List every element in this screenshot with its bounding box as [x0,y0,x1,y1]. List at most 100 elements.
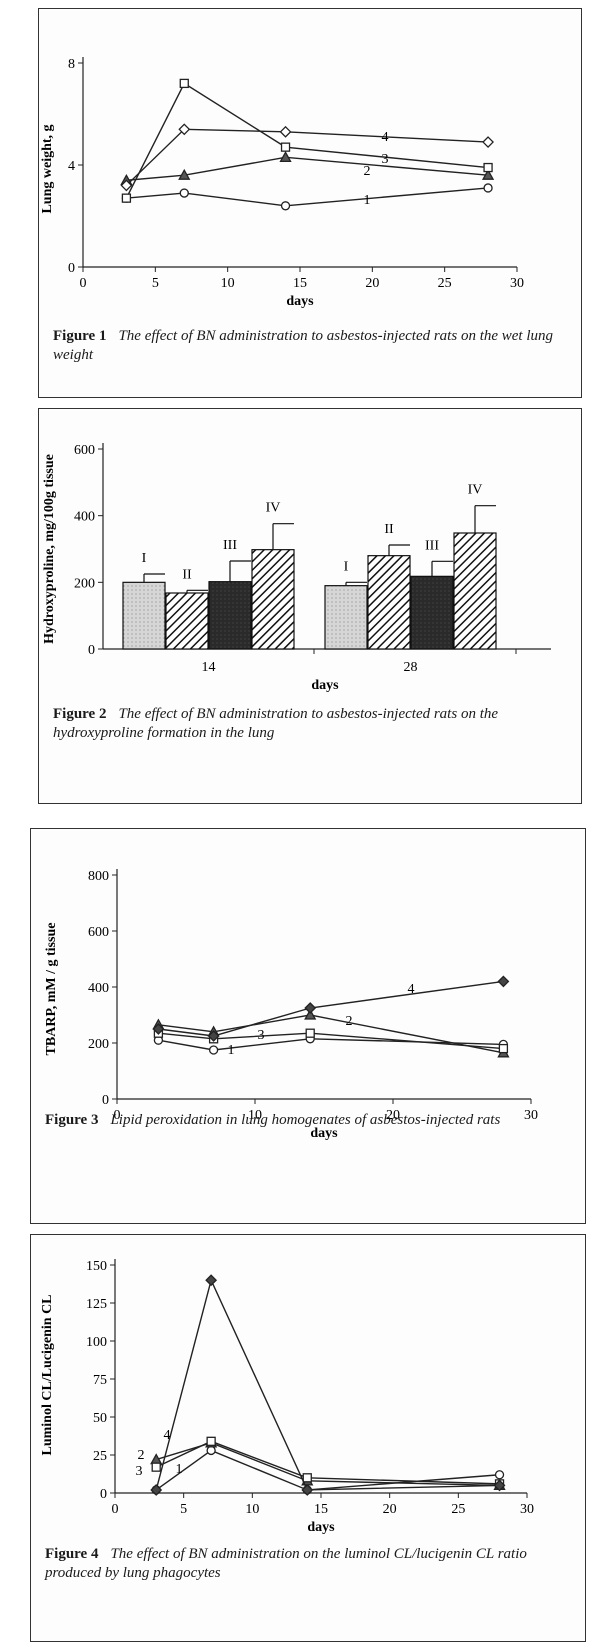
fig3-x-tick-label: 20 [386,1108,400,1123]
fig1-data-point [178,168,191,180]
fig1-series-label: 1 [364,193,371,208]
fig2-bar-label: IV [266,501,281,516]
fig2-bar-label: II [384,522,394,537]
fig1-x-axis-label: days [286,294,314,309]
fig4-series-label: 1 [176,1462,183,1477]
fig3-data-point [208,1045,219,1055]
fig2-y-tick-label: 400 [74,510,95,525]
fig3-data-point [497,975,510,988]
figure-3-panel: 0 10 20 30 0 200 400 600 800 days TBARP, mM / g ti… [30,828,586,1224]
fig4-series-line [155,1442,500,1487]
fig4-data-point [206,1436,216,1446]
fig2-bar [410,575,454,650]
figure-1-chart: 0 5 10 15 20 25 30 0 4 8 days Lung weight, g 1 23 4 [40,57,524,309]
fig4-series-label: 3 [136,1464,143,1479]
fig4-series-label: 2 [138,1448,145,1463]
fig2-bar [453,532,497,650]
fig4-y-tick-label: 150 [86,1259,107,1274]
fig3-series-line [158,1032,504,1050]
fig4-series-4 [150,1274,506,1496]
fig2-y-tick-label: 200 [74,576,95,591]
fig1-series-line [126,187,489,207]
fig1-data-point [483,162,493,173]
fig4-data-point [302,1473,312,1483]
fig4-series-line [155,1278,500,1491]
fig3-series-label: 4 [408,982,415,997]
fig3-series-4 [152,975,510,1042]
fig4-y-tick-label: 50 [93,1411,107,1426]
fig2-bar-label: II [182,567,192,582]
fig3-y-tick-label: 0 [102,1093,109,1108]
fig4-x-tick-label: 5 [180,1502,187,1517]
fig2-bar-label: III [223,538,237,553]
figure-3-chart: 0 10 20 30 0 200 400 600 800 days TBARP, mM / g ti… [44,869,538,1141]
figure-3-caption-label: Figure 3 [45,1112,99,1128]
fig4-x-tick-label: 30 [520,1502,534,1517]
figure-3-caption-text: Lipid peroxidation in lung homogenates o… [110,1112,501,1128]
fig2-x-axis-label: days [311,678,339,693]
fig1-data-point [120,179,133,192]
fig2-category-label: 28 [404,660,418,675]
fig3-y-tick-label: 600 [88,925,109,940]
figure-1-caption: Figure 1 The effect of BN administration … [53,327,571,365]
fig1-y-tick-label: 8 [68,57,75,72]
fig1-data-point [121,193,132,203]
fig2-y-axis-label: Hydroxyproline, mg/100g tissue [42,454,57,644]
fig4-y-tick-label: 0 [100,1487,107,1502]
fig4-data-point [150,1484,163,1496]
fig1-data-point [279,125,292,138]
fig1-series-label: 2 [364,164,371,179]
fig3-y-tick-label: 200 [88,1037,109,1052]
fig1-data-point [481,168,495,180]
fig2-bar-label: IV [468,483,483,498]
fig3-data-point [207,1030,220,1042]
fig2-bar [367,555,411,650]
figure-4-panel: 0 5 10 15 20 25 30 0 25 50 75 100 125 150 days Luminol … [30,1234,586,1642]
fig4-x-axis-label: days [307,1520,335,1535]
fig4-series-label: 4 [164,1428,171,1443]
fig1-x-tick-label: 30 [510,276,524,291]
fig1-series-3 [121,78,493,203]
fig3-series-label: 3 [258,1028,265,1043]
fig3-y-tick-label: 400 [88,981,109,996]
fig4-x-tick-label: 10 [245,1502,259,1517]
figure-4-chart: 0 5 10 15 20 25 30 0 25 50 75 100 125 150 days Luminol … [40,1259,534,1535]
fig1-y-axis-label: Lung weight, g [40,124,55,213]
fig4-series-3 [151,1436,505,1489]
fig1-series-line [126,156,489,181]
fig1-series-2 [120,151,495,185]
figure-4-caption: Figure 4 The effect of BN administration … [45,1545,575,1583]
fig4-data-point [493,1479,506,1492]
fig4-x-tick-label: 15 [314,1502,328,1517]
fig3-data-point [304,1002,317,1014]
fig2-bar [324,585,368,650]
fig4-y-tick-label: 125 [86,1297,107,1312]
figure-2-panel: 0 200 400 600 days Hydroxyproline, mg/100g ti… [38,408,582,804]
figure-2-caption: Figure 2 The effect of BN administration … [53,705,571,743]
fig4-y-axis-label: Luminol CL/Lucigenin CL [40,1294,55,1455]
fig3-data-point [498,1043,509,1054]
fig2-bar [122,581,166,650]
figure-3-caption: Figure 3 Lipid peroxidation in lung homog… [45,1111,575,1130]
fig1-y-tick-label: 0 [68,261,75,276]
figure-4-caption-text: The effect of BN administration on the l… [45,1546,527,1581]
fig3-data-point [304,1008,317,1020]
fig3-x-axis-label: days [310,1126,338,1141]
fig1-series-1 [121,183,493,211]
fig2-y-tick-label: 0 [88,643,95,658]
figure-2-caption-label: Figure 2 [53,706,107,722]
fig3-series-label: 2 [346,1014,353,1029]
fig2-bar-label: I [142,551,147,566]
fig3-series-line [158,1014,504,1054]
fig4-data-point [205,1274,218,1287]
fig2-category-label: 14 [202,660,216,675]
figure-4-caption-label: Figure 4 [45,1546,99,1562]
fig1-data-point [179,188,189,198]
fig4-series-line [155,1449,500,1491]
fig1-data-point [280,142,291,152]
fig2-bar [165,592,209,650]
fig1-x-tick-label: 15 [293,276,307,291]
fig1-y-tick-label: 4 [68,159,75,174]
fig3-data-point [152,1023,165,1035]
